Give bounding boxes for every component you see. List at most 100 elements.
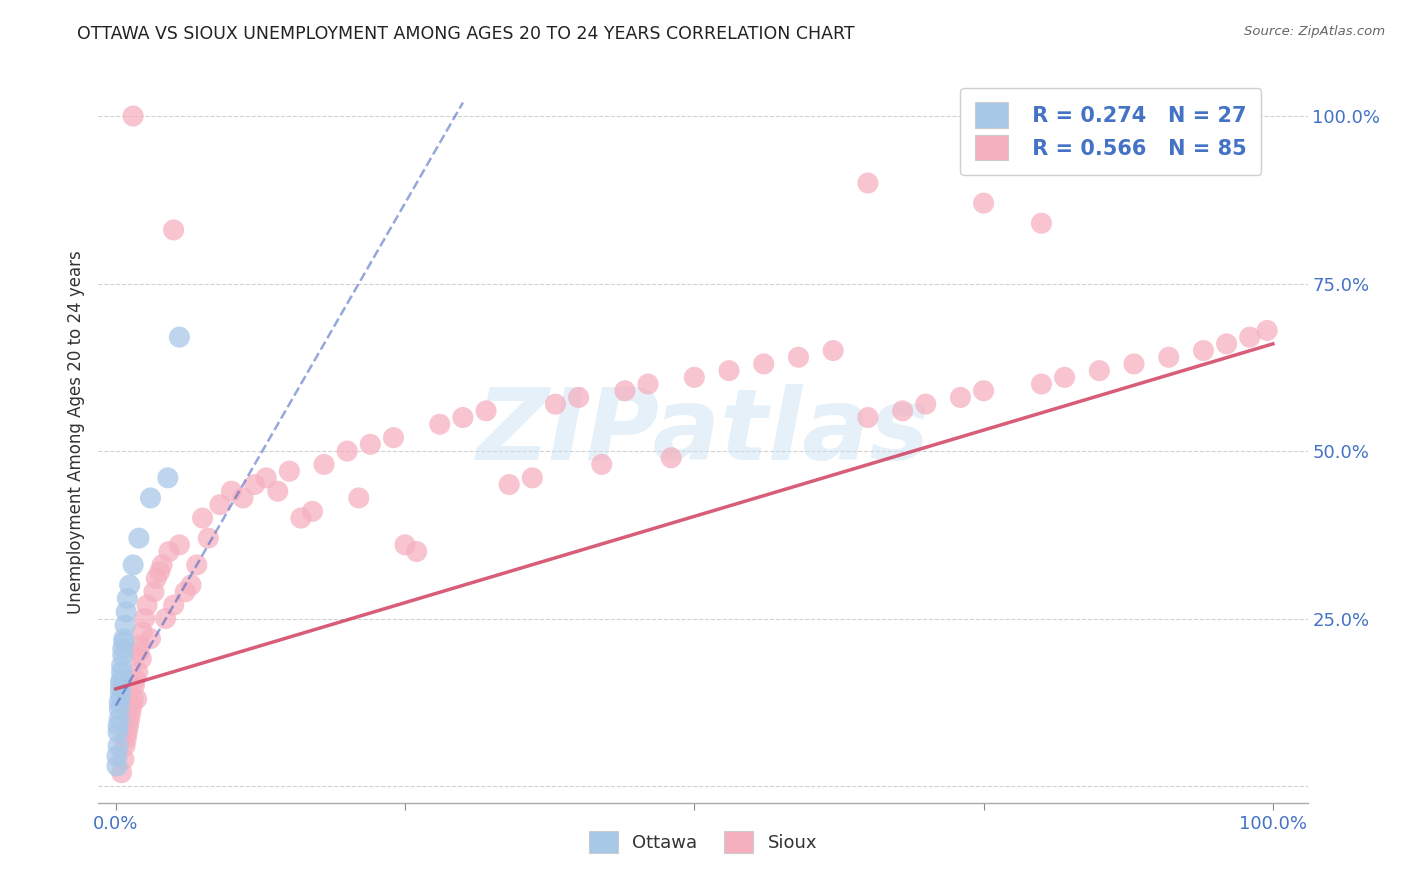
Point — [131, 624, 153, 639]
Point — [108, 695, 131, 709]
Y-axis label: Unemployment Among Ages 20 to 24 years: Unemployment Among Ages 20 to 24 years — [66, 251, 84, 615]
Point — [115, 605, 138, 619]
Point — [169, 538, 191, 552]
Point — [180, 578, 202, 592]
Point — [112, 635, 135, 649]
Point — [121, 698, 143, 713]
Point — [290, 511, 312, 525]
Point — [405, 544, 427, 558]
Point — [117, 719, 139, 733]
Point — [105, 759, 128, 773]
Point — [111, 648, 134, 663]
Point — [394, 538, 416, 552]
Point — [683, 370, 706, 384]
Point — [120, 706, 142, 720]
Point — [174, 584, 197, 599]
Point — [787, 350, 810, 364]
Point — [110, 658, 132, 673]
Point — [823, 343, 845, 358]
Point — [111, 641, 134, 656]
Point — [125, 692, 148, 706]
Point — [914, 397, 936, 411]
Point — [359, 437, 381, 451]
Point — [1123, 357, 1146, 371]
Point — [856, 410, 879, 425]
Point — [347, 491, 370, 505]
Point — [117, 591, 139, 606]
Point — [301, 504, 323, 518]
Point — [105, 748, 128, 763]
Point — [129, 638, 152, 652]
Point — [186, 558, 208, 572]
Point — [155, 611, 177, 625]
Point — [1239, 330, 1261, 344]
Point — [429, 417, 451, 432]
Point — [197, 531, 219, 545]
Point — [108, 712, 131, 726]
Point — [208, 498, 231, 512]
Point — [115, 732, 138, 747]
Point — [949, 391, 972, 405]
Point — [544, 397, 567, 411]
Point — [1192, 343, 1215, 358]
Point — [110, 689, 132, 703]
Point — [1031, 216, 1053, 230]
Point — [149, 565, 172, 579]
Point — [128, 645, 150, 659]
Point — [232, 491, 254, 505]
Point — [659, 450, 682, 465]
Point — [110, 765, 132, 780]
Point — [973, 196, 995, 211]
Point — [591, 458, 613, 472]
Point — [973, 384, 995, 398]
Point — [107, 739, 129, 753]
Point — [110, 681, 132, 696]
Point — [143, 584, 166, 599]
Point — [191, 511, 214, 525]
Point — [122, 558, 145, 572]
Point — [118, 578, 141, 592]
Point — [498, 477, 520, 491]
Point — [150, 558, 173, 572]
Point — [157, 544, 180, 558]
Text: OTTAWA VS SIOUX UNEMPLOYMENT AMONG AGES 20 TO 24 YEARS CORRELATION CHART: OTTAWA VS SIOUX UNEMPLOYMENT AMONG AGES … — [77, 25, 855, 43]
Point — [139, 491, 162, 505]
Text: Source: ZipAtlas.com: Source: ZipAtlas.com — [1244, 25, 1385, 38]
Point — [110, 665, 132, 680]
Point — [145, 571, 167, 585]
Point — [1215, 336, 1237, 351]
Point — [118, 712, 141, 726]
Point — [139, 632, 162, 646]
Point — [107, 725, 129, 739]
Point — [1031, 377, 1053, 392]
Point — [243, 477, 266, 491]
Point — [107, 719, 129, 733]
Point — [162, 598, 184, 612]
Point — [136, 598, 159, 612]
Point — [718, 364, 741, 378]
Point — [475, 404, 498, 418]
Point — [382, 431, 405, 445]
Point — [122, 692, 145, 706]
Point — [169, 330, 191, 344]
Point — [112, 752, 135, 766]
Text: ZIPatlas: ZIPatlas — [477, 384, 929, 481]
Point — [278, 464, 301, 478]
Point — [522, 471, 544, 485]
Point — [124, 672, 146, 686]
Point — [637, 377, 659, 392]
Point — [221, 484, 243, 499]
Point — [254, 471, 277, 485]
Point — [108, 702, 131, 716]
Point — [267, 484, 290, 499]
Point — [336, 444, 359, 458]
Point — [1088, 364, 1111, 378]
Point — [891, 404, 914, 418]
Point — [312, 458, 335, 472]
Point — [114, 739, 136, 753]
Point — [110, 672, 132, 686]
Legend: Ottawa, Sioux: Ottawa, Sioux — [582, 824, 824, 861]
Point — [1053, 370, 1076, 384]
Point — [129, 652, 152, 666]
Point — [117, 725, 139, 739]
